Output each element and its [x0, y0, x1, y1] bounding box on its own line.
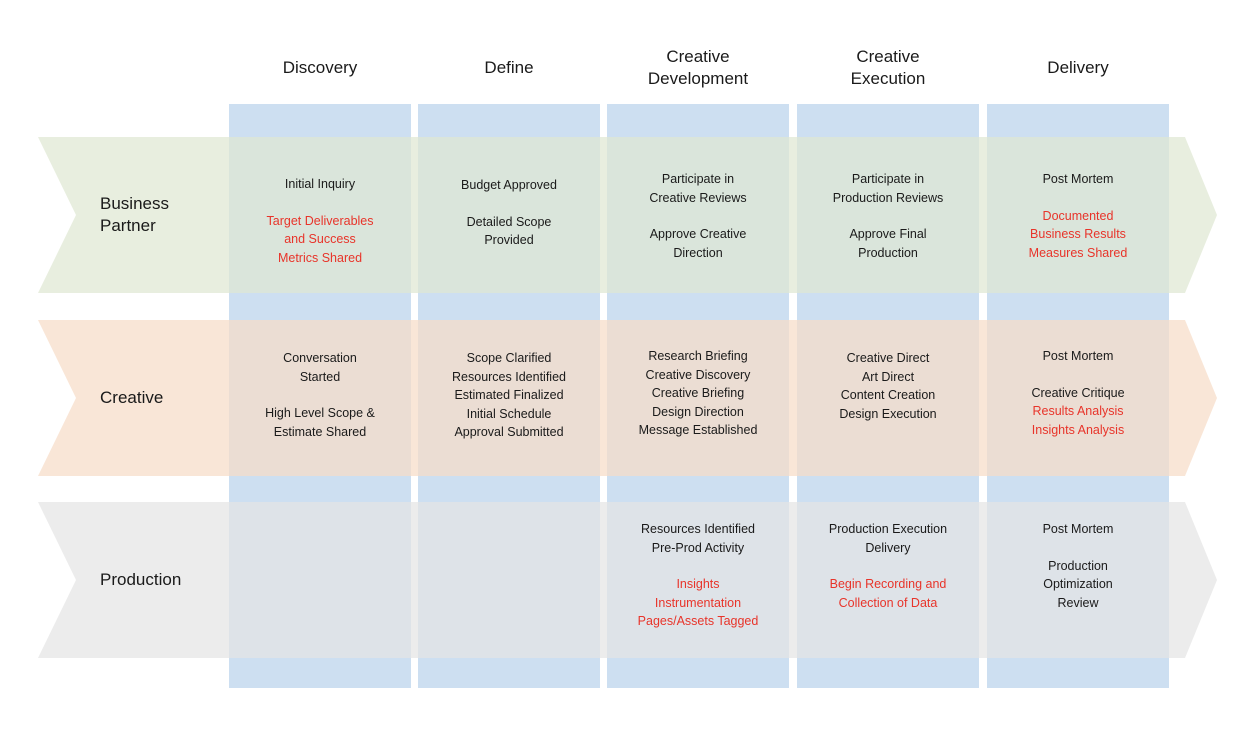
cell-text-item: Budget Approved: [461, 178, 557, 192]
cell-text-item: Resources Identified Pre-Prod Activity: [641, 522, 755, 555]
cell-business-partner-creative-execution: Participate in Production Reviews Approve…: [798, 170, 978, 262]
cell-creative-creative-execution: Creative Direct Art Direct Content Creat…: [798, 349, 978, 423]
cell-text-item: Post Mortem: [1042, 349, 1114, 363]
cell-business-partner-delivery: Post Mortem Documented Business Results M…: [988, 170, 1168, 262]
cell-creative-creative-development: Research Briefing Creative Discovery Cre…: [608, 347, 788, 440]
phase-header-define: Define: [484, 58, 534, 77]
lane-label-business-partner: Business Partner: [100, 194, 169, 235]
cell-text-item: Production Optimization Review: [1043, 558, 1113, 610]
lane-arrow-production: [38, 502, 1217, 658]
cell-production-creative-development: Resources Identified Pre-Prod Activity In…: [608, 520, 788, 631]
cell-text-item: Participate in Production Reviews: [832, 172, 944, 205]
cell-business-partner-discovery: Initial Inquiry Target Deliverables and S…: [230, 175, 410, 267]
lane-arrow-business-partner: [38, 137, 1217, 293]
cell-text-highlight: Begin Recording and Collection of Data: [829, 577, 947, 610]
phase-header-discovery: Discovery: [282, 58, 358, 77]
cell-production-delivery: Post Mortem Production Optimization Revie…: [988, 520, 1168, 612]
cell-creative-define: Scope Clarified Resources Identified Est…: [419, 349, 599, 442]
cell-text-item: High Level Scope & Estimate Shared: [265, 406, 375, 439]
cell-text-item: Approve Creative Direction: [649, 227, 747, 260]
cell-text-highlight: Target Deliverables and Success Metrics …: [266, 213, 374, 265]
cell-business-partner-creative-development: Participate in Creative Reviews Approve C…: [608, 170, 788, 262]
cell-text-item: Scope Clarified Resources Identified Est…: [452, 351, 566, 439]
cell-text-item: Detailed Scope Provided: [466, 214, 552, 248]
cell-text-item: Creative Direct Art Direct Content Creat…: [839, 351, 937, 421]
cell-text-item: Research Briefing Creative Discovery Cre…: [638, 349, 758, 437]
cell-text-highlight: Documented Business Results Measures Sha…: [1028, 208, 1128, 260]
cell-business-partner-define: Budget Approved Detailed Scope Provided: [419, 176, 599, 250]
cell-text-item: Post Mortem: [1042, 522, 1114, 536]
cell-text-item: Creative Critique: [1031, 385, 1125, 400]
cell-text-item: Conversation Started: [283, 351, 357, 384]
cell-text-item: Post Mortem: [1042, 172, 1114, 186]
cell-text-highlight: Results Analysis Insights Analysis: [1031, 404, 1125, 437]
cell-text-item: Initial Inquiry: [284, 177, 356, 191]
cell-text-item: Participate in Creative Reviews: [649, 172, 747, 205]
lane-label-production: Production: [100, 570, 182, 589]
cell-creative-delivery: Post Mortem Creative Critique Results Anal…: [988, 347, 1168, 439]
cell-production-creative-execution: Production Execution Delivery Begin Recor…: [798, 520, 978, 612]
cell-creative-discovery: Conversation Started High Level Scope & E…: [230, 349, 410, 441]
phase-header-delivery: Delivery: [1047, 58, 1109, 77]
cell-text-highlight: Insights Instrumentation Pages/Assets Ta…: [637, 577, 759, 628]
cell-text-item: Production Execution Delivery: [828, 522, 948, 555]
lane-label-creative: Creative: [100, 388, 164, 407]
cell-text-item: Approve Final Production: [849, 227, 927, 260]
lane-arrow-creative: [38, 320, 1217, 476]
phase-header-creative-execution: Creative Execution: [850, 47, 926, 88]
phase-header-creative-development: Creative Development: [647, 47, 749, 88]
